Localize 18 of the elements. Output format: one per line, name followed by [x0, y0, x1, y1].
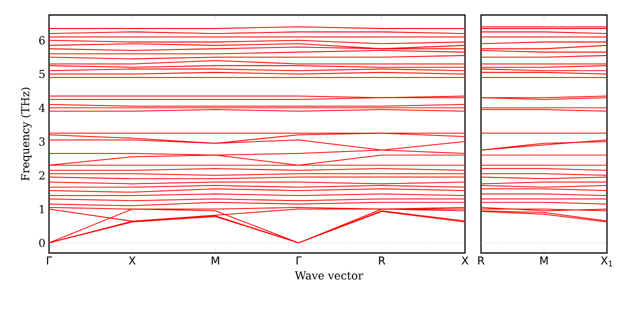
- x-tick-label: X: [128, 256, 136, 265]
- x-tick-label: X$_{1}$: [600, 256, 612, 266]
- x-axis-title: Wave vector: [294, 271, 364, 280]
- y-tick-label: 0: [39, 238, 45, 248]
- y-tick-label: 3: [39, 137, 45, 146]
- y-tick-label: 6: [39, 36, 45, 44]
- x-tick-label: R: [478, 256, 485, 265]
- y-tick-label: 5: [39, 70, 45, 78]
- y-tick-label: 2: [39, 171, 44, 180]
- x-tick-label: Γ: [296, 256, 302, 265]
- x-tick-label: X: [462, 256, 468, 265]
- y-axis-title: Frequency (THz): [20, 88, 32, 181]
- y-tick-label: 1: [40, 205, 44, 214]
- x-tick-label: M: [212, 256, 220, 265]
- x-tick-label: M: [540, 256, 548, 265]
- y-tick-label: 4: [38, 104, 45, 112]
- x-tick-label: Γ: [47, 256, 52, 265]
- x-tick-label: R: [379, 256, 386, 265]
